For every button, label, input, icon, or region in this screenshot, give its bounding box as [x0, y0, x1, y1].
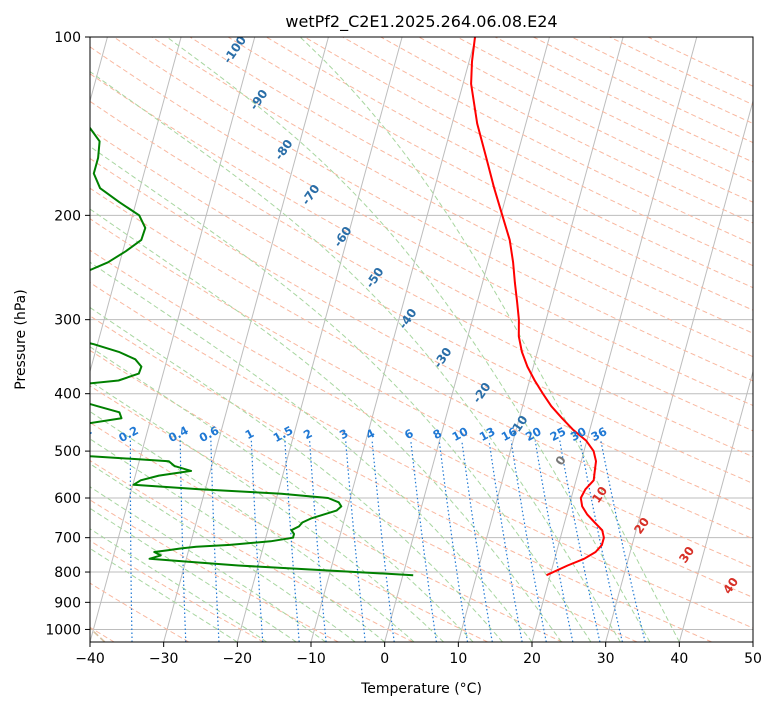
chart-title: wetPf2_C2E1.2025.264.06.08.E24 [285, 12, 557, 32]
dewpoint-profile-line [90, 126, 414, 577]
mixing-ratio-line [179, 440, 187, 642]
series-layer [90, 37, 605, 577]
y-tick-label: 300 [54, 313, 81, 329]
mixing-ratio-layer [129, 440, 646, 642]
moist-adiabat-line [90, 507, 297, 642]
moist-adiabat-line [90, 145, 592, 642]
mixing-ratio-line [284, 440, 300, 642]
y-tick-label: 200 [54, 208, 81, 224]
mixing-ratio-line [600, 440, 646, 642]
moist-adiabat-line [299, 37, 680, 642]
isotherm-line [457, 37, 624, 642]
y-tick-label: 700 [54, 531, 81, 547]
mixing-ratio-label: 0.1 [70, 423, 95, 445]
adiabat-layer [90, 37, 753, 642]
dry-adiabat-line [90, 582, 190, 642]
moist-adiabat-line [90, 306, 503, 642]
x-tick-label: 10 [449, 651, 467, 667]
dry-adiabat-line [90, 315, 712, 642]
axis-layer: −40 −30 −20 −10 0 10 20 30 40 50 100 200 300 400 500 60… [45, 30, 762, 667]
y-tick-label: 1000 [45, 622, 81, 638]
mixing-ratio-line [129, 440, 133, 642]
x-axis-label: Temperature (°C) [360, 681, 482, 697]
isotherm-line [531, 37, 698, 642]
mixing-ratio-line [534, 440, 574, 642]
mixing-ratio-label: 25 [548, 424, 569, 444]
moist-adiabat-line [90, 208, 562, 642]
isotherm-line [384, 37, 550, 642]
y-tick-label: 100 [54, 30, 81, 46]
y-tick-label: 600 [54, 491, 81, 507]
mixing-ratio-line [250, 440, 264, 642]
y-tick-label: 500 [54, 444, 81, 460]
y-tick-label: 400 [54, 387, 81, 403]
mixing-ratio-line [510, 440, 547, 642]
moist-adiabat-line [166, 37, 651, 642]
mixing-ratio-line [410, 440, 437, 642]
dry-adiabat-line [90, 218, 753, 569]
dry-adiabat-line [90, 128, 753, 484]
mixing-ratio-line [461, 440, 493, 642]
isotherm-line [163, 37, 329, 642]
isotherm-line [678, 369, 753, 642]
mixing-ratio-line [559, 440, 601, 642]
mixing-ratio-line [579, 440, 623, 642]
x-tick-label: 20 [523, 651, 541, 667]
mixing-ratio-line [488, 440, 523, 642]
moist-adiabat-line [90, 380, 444, 642]
moist-adiabat-line [90, 438, 386, 642]
mixing-ratio-line [438, 440, 469, 642]
mixing-ratio-line [345, 440, 366, 642]
x-tick-label: −10 [296, 651, 326, 667]
mixing-ratio-label: 20 [523, 424, 544, 444]
moist-adiabat-line [90, 463, 356, 642]
x-tick-label: −20 [223, 651, 253, 667]
dry-adiabat-line [90, 385, 563, 642]
x-tick-label: 0 [380, 651, 389, 667]
dry-adiabat-line [90, 100, 753, 458]
dry-adiabat-line [227, 37, 753, 311]
mixing-ratio-line [309, 440, 327, 642]
plot-frame [89, 36, 754, 643]
dry-adiabat-line [90, 499, 339, 642]
moist-adiabat-line [90, 71, 621, 642]
mixing-ratio-label: 10 [450, 424, 471, 444]
x-tick-label: −30 [149, 651, 179, 667]
mixing-ratio-line [371, 440, 395, 642]
moist-adiabat-line [90, 346, 474, 642]
x-tick-label: 30 [597, 651, 615, 667]
moist-adiabat-line [90, 410, 415, 642]
moist-adiabat-line [90, 261, 533, 642]
dry-adiabat-line [151, 37, 753, 358]
mixing-ratio-label: 16 [499, 424, 520, 444]
x-tick-label: 50 [744, 651, 762, 667]
dry-adiabat-line [90, 249, 753, 598]
dry-adiabat-line [90, 282, 753, 629]
mixing-ratio-label: 13 [477, 424, 498, 444]
x-tick-label: −40 [75, 651, 105, 667]
isotherm-line [90, 37, 256, 642]
x-tick-label: 40 [670, 651, 688, 667]
dry-adiabat-line [266, 37, 753, 289]
y-axis-label: Pressure (hPa) [13, 289, 29, 389]
mixing-ratio-label: 30 [568, 424, 589, 444]
mixing-ratio-line [210, 440, 220, 642]
dry-adiabat-line [189, 37, 753, 334]
dry-adiabat-line [90, 421, 488, 642]
y-tick-label: 900 [54, 595, 81, 611]
mixing-ratio-label: 36 [589, 424, 610, 444]
y-tick-label: 800 [54, 565, 81, 581]
temperature-profile-line [470, 37, 605, 577]
dry-adiabat-line [90, 157, 753, 512]
isotherm-line [90, 37, 182, 374]
